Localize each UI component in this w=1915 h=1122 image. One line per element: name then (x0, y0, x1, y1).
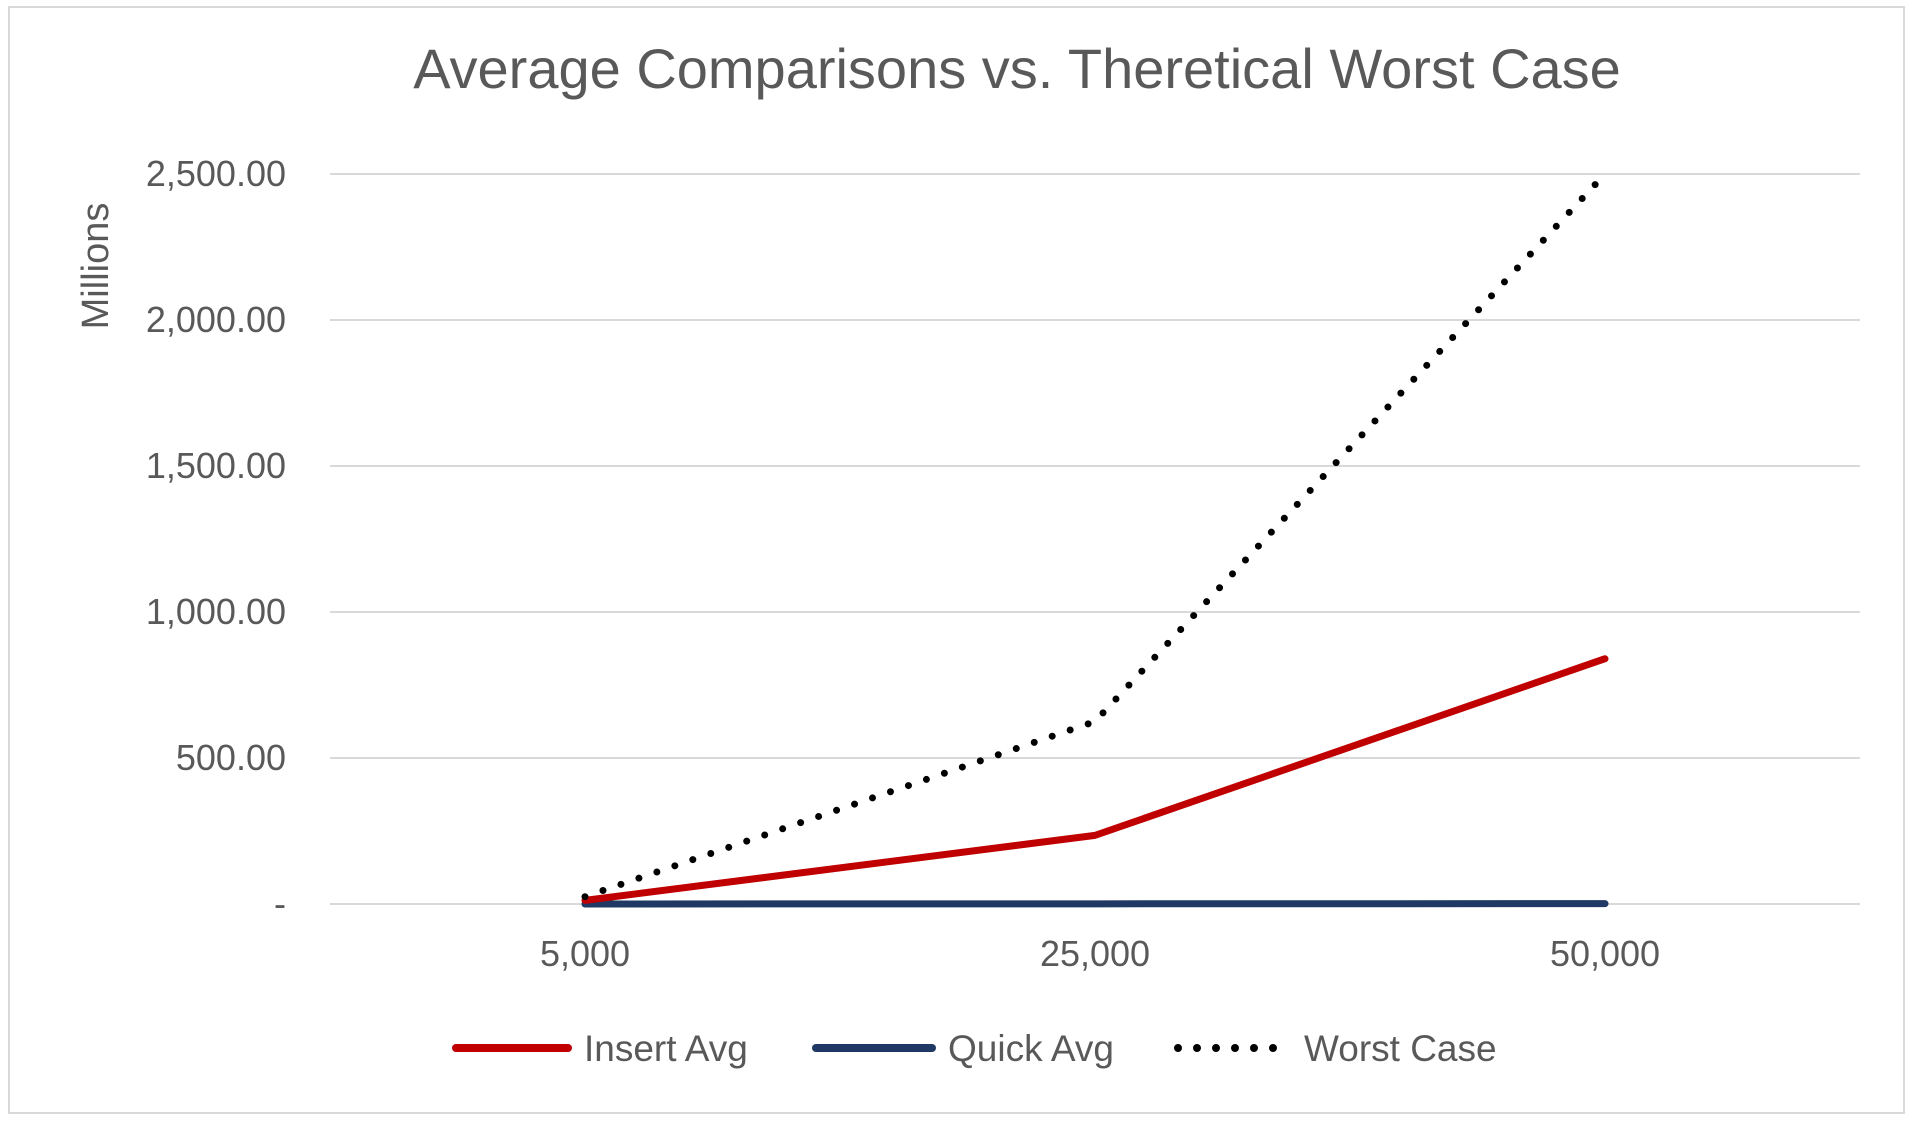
series-line-insert-avg (581, 655, 1609, 904)
legend-label: Worst Case (1304, 1028, 1497, 1069)
y-tick-label: 500.00 (176, 737, 286, 778)
series-line-worst-case (581, 170, 1609, 901)
y-tick-label: 2,000.00 (146, 299, 286, 340)
x-tick-label: 5,000 (540, 933, 630, 974)
chart-frame: Average Comparisons vs. Theretical Worst… (8, 6, 1905, 1114)
legend-item: Worst Case (1174, 1028, 1497, 1069)
x-tick-label: 50,000 (1550, 933, 1660, 974)
y-axis-label: Millions (75, 203, 117, 330)
legend-label: Quick Avg (948, 1028, 1114, 1069)
grid-layer (330, 173, 1860, 905)
x-tick-label: 25,000 (1040, 933, 1150, 974)
x-tick-labels: 5,000 25,000 50,000 (540, 933, 1660, 974)
legend-item: Insert Avg (452, 1028, 748, 1069)
chart-title: Average Comparisons vs. Theretical Worst… (413, 37, 1621, 100)
y-tick-label: 1,500.00 (146, 445, 286, 486)
y-tick-label: 1,000.00 (146, 591, 286, 632)
legend-item: Quick Avg (812, 1028, 1114, 1069)
legend: Insert Avg Quick Avg Worst Case (452, 1028, 1497, 1069)
y-tick-label: 2,500.00 (146, 153, 286, 194)
series-layer (581, 170, 1609, 908)
y-tick-labels: - 500.00 1,000.00 1,500.00 2,000.00 2,500.00 (146, 153, 286, 924)
chart-svg: Average Comparisons vs. Theretical Worst… (75, 37, 1860, 1069)
legend-label: Insert Avg (584, 1028, 748, 1069)
y-tick-label: - (274, 883, 286, 924)
